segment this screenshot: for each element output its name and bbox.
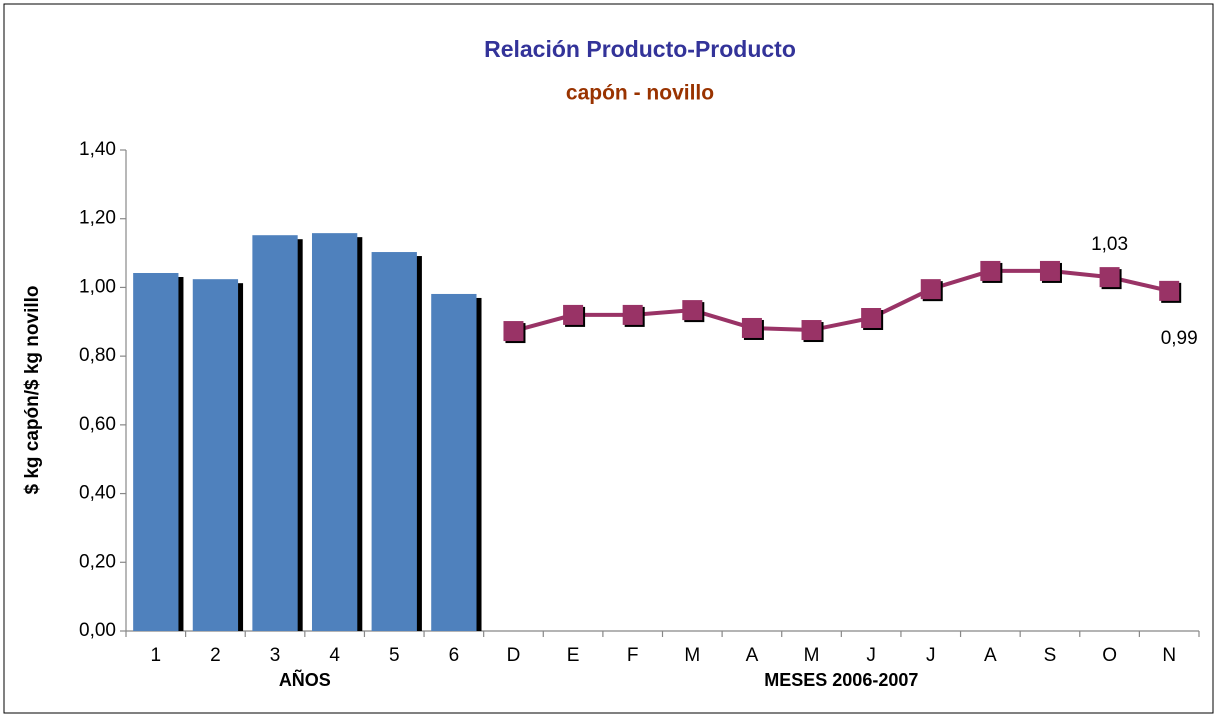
bar xyxy=(371,252,417,631)
marker xyxy=(503,321,524,342)
y-tick-label: 1,20 xyxy=(79,208,116,229)
data-label: 1,03 xyxy=(1091,234,1128,255)
x-tick-label: A xyxy=(984,645,997,666)
x-tick-label: 4 xyxy=(329,645,340,666)
y-tick-label: 0,80 xyxy=(79,345,116,366)
x-tick-label: M xyxy=(684,645,700,666)
marker xyxy=(741,317,762,338)
marker xyxy=(682,300,703,321)
data-label: 0,99 xyxy=(1161,328,1198,349)
y-tick-label: 1,00 xyxy=(79,276,116,297)
marker xyxy=(622,304,643,325)
chart-subtitle: capón - novillo xyxy=(566,82,714,105)
x-tick-label: J xyxy=(866,645,876,666)
x-tick-label: O xyxy=(1102,645,1117,666)
x-tick-label: M xyxy=(804,645,820,666)
marker xyxy=(1159,280,1180,301)
x-tick-label: D xyxy=(507,645,521,666)
x-tick-label: S xyxy=(1044,645,1057,666)
y-axis-title: $ kg capón/$ kg novillo xyxy=(22,285,43,494)
y-tick-label: 0,60 xyxy=(79,414,116,435)
x-tick-label: 3 xyxy=(270,645,281,666)
marker xyxy=(563,304,584,325)
marker xyxy=(920,279,941,300)
bar xyxy=(192,279,239,631)
bar xyxy=(431,293,477,631)
marker xyxy=(801,320,822,341)
x-tick-label: 6 xyxy=(449,645,460,666)
group-label: MESES 2006-2007 xyxy=(764,670,918,690)
x-tick-label: 5 xyxy=(389,645,400,666)
y-tick-label: 1,40 xyxy=(79,139,116,160)
chart-frame xyxy=(3,3,1214,714)
bar xyxy=(252,235,298,631)
bar xyxy=(133,272,179,631)
x-tick-label: N xyxy=(1162,645,1176,666)
x-tick-label: E xyxy=(567,645,580,666)
y-tick-label: 0,20 xyxy=(79,551,116,572)
marker xyxy=(1099,267,1120,288)
x-tick-label: J xyxy=(926,645,936,666)
x-tick-label: 1 xyxy=(151,645,162,666)
y-tick-label: 0,40 xyxy=(79,483,116,504)
x-tick-label: A xyxy=(746,645,759,666)
x-tick-label: 2 xyxy=(210,645,221,666)
marker xyxy=(861,308,882,329)
marker xyxy=(1039,260,1060,281)
group-label: AÑOS xyxy=(279,669,331,690)
chart-title: Relación Producto-Producto xyxy=(484,36,796,62)
x-tick-label: F xyxy=(627,645,639,666)
y-tick-label: 0,00 xyxy=(79,620,116,641)
bar xyxy=(311,233,358,631)
marker xyxy=(980,260,1001,281)
